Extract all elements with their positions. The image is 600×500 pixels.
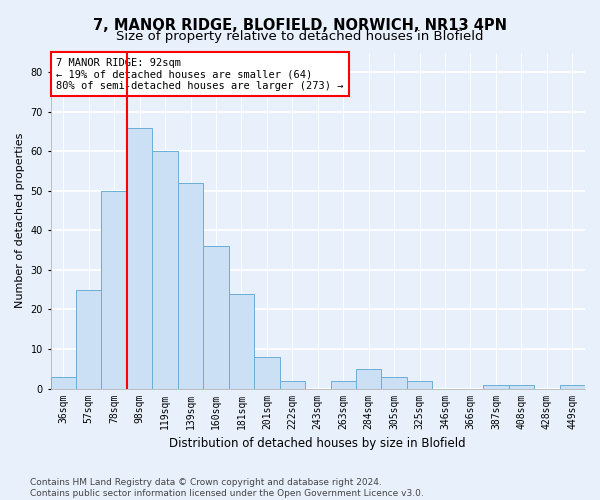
Bar	[229, 294, 254, 388]
Bar	[254, 357, 280, 388]
Bar	[127, 128, 152, 388]
Bar	[203, 246, 229, 388]
Bar	[280, 380, 305, 388]
Text: 7 MANOR RIDGE: 92sqm
← 19% of detached houses are smaller (64)
80% of semi-detac: 7 MANOR RIDGE: 92sqm ← 19% of detached h…	[56, 58, 343, 90]
Bar	[356, 369, 382, 388]
Bar	[178, 183, 203, 388]
Bar	[50, 376, 76, 388]
Bar	[76, 290, 101, 388]
Bar	[101, 191, 127, 388]
Bar	[152, 152, 178, 388]
Bar	[560, 384, 585, 388]
Bar	[483, 384, 509, 388]
Bar	[407, 380, 433, 388]
X-axis label: Distribution of detached houses by size in Blofield: Distribution of detached houses by size …	[169, 437, 466, 450]
Text: Size of property relative to detached houses in Blofield: Size of property relative to detached ho…	[116, 30, 484, 43]
Bar	[382, 376, 407, 388]
Text: Contains HM Land Registry data © Crown copyright and database right 2024.
Contai: Contains HM Land Registry data © Crown c…	[30, 478, 424, 498]
Y-axis label: Number of detached properties: Number of detached properties	[15, 133, 25, 308]
Bar	[331, 380, 356, 388]
Bar	[509, 384, 534, 388]
Text: 7, MANOR RIDGE, BLOFIELD, NORWICH, NR13 4PN: 7, MANOR RIDGE, BLOFIELD, NORWICH, NR13 …	[93, 18, 507, 32]
